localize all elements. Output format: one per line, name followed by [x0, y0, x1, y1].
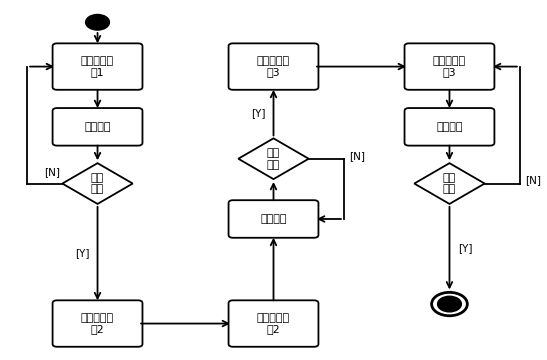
FancyBboxPatch shape — [53, 108, 142, 145]
Polygon shape — [238, 138, 309, 179]
Text: [N]: [N] — [350, 151, 365, 161]
Text: [N]: [N] — [45, 167, 61, 177]
Text: 执行
成功: 执行 成功 — [443, 173, 456, 194]
FancyBboxPatch shape — [229, 43, 318, 90]
Text: [N]: [N] — [525, 176, 542, 185]
Text: 执行计算任
务2: 执行计算任 务2 — [257, 313, 290, 334]
Polygon shape — [62, 163, 133, 204]
Polygon shape — [414, 163, 485, 204]
Text: 执行
成功: 执行 成功 — [267, 148, 280, 170]
Text: 执行计算任
务1: 执行计算任 务1 — [81, 56, 114, 77]
Text: 执行
成功: 执行 成功 — [91, 173, 104, 194]
Text: 执行计算任
务3: 执行计算任 务3 — [433, 56, 466, 77]
FancyBboxPatch shape — [405, 43, 494, 90]
FancyBboxPatch shape — [53, 43, 142, 90]
Text: [Y]: [Y] — [251, 108, 266, 118]
Text: 调用计算节
点2: 调用计算节 点2 — [81, 313, 114, 334]
FancyBboxPatch shape — [405, 108, 494, 145]
FancyBboxPatch shape — [229, 200, 318, 238]
Text: 成功触发: 成功触发 — [436, 122, 463, 132]
FancyBboxPatch shape — [229, 300, 318, 347]
Text: [Y]: [Y] — [458, 243, 473, 253]
Circle shape — [86, 14, 109, 30]
Text: 成功触发: 成功触发 — [260, 214, 287, 224]
Circle shape — [438, 296, 461, 312]
Text: 成功触发: 成功触发 — [84, 122, 111, 132]
FancyBboxPatch shape — [53, 300, 142, 347]
Text: 调用计算节
点3: 调用计算节 点3 — [257, 56, 290, 77]
Text: [Y]: [Y] — [75, 248, 90, 258]
